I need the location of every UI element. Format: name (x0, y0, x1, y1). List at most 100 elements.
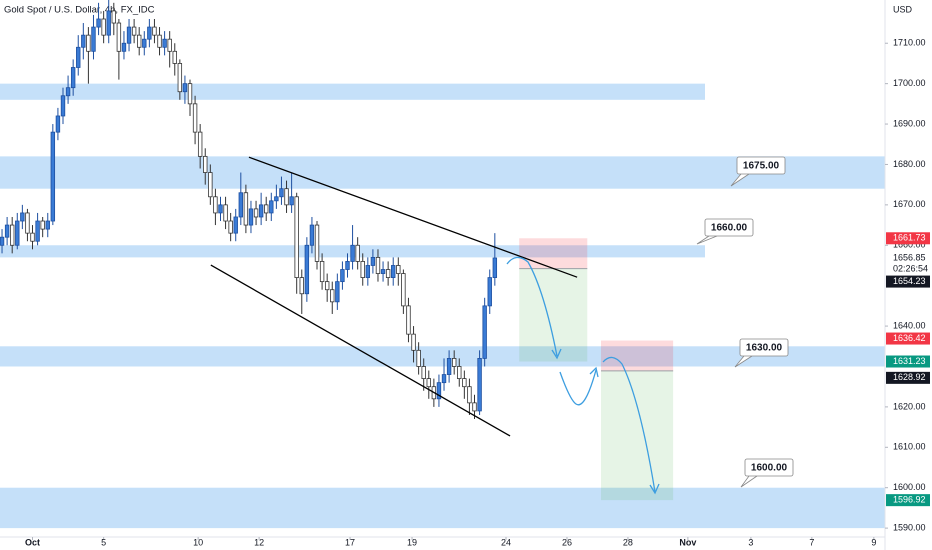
callout-label: 1630.00 (746, 343, 783, 354)
candle-body (457, 366, 462, 380)
candle-body (70, 67, 76, 89)
stop-zone (519, 238, 588, 269)
x-tick-label: 12 (254, 537, 264, 547)
y-tick-label: 1710.00 (893, 38, 926, 48)
candle-body (274, 196, 279, 202)
candle-body (335, 281, 340, 303)
projection-arrows (506, 256, 660, 495)
arrow-head (649, 483, 660, 495)
y-tick-label: 1600.00 (893, 482, 926, 492)
candle-body (81, 34, 86, 48)
candle-body (472, 402, 477, 412)
price-badge (886, 355, 930, 368)
candle-body (86, 34, 91, 52)
x-tick-label: 26 (562, 537, 572, 547)
callout-label: 1600.00 (751, 463, 788, 474)
candle-body (340, 269, 345, 283)
candle-body (65, 87, 71, 97)
candle-body (9, 224, 15, 246)
candle-body (396, 265, 401, 274)
candle-body (391, 265, 396, 278)
candle-body (451, 358, 457, 367)
candle-body (233, 216, 238, 234)
candle-body (15, 220, 20, 246)
candle-body (385, 269, 391, 278)
currency-label: USD (893, 4, 913, 14)
candle-body (0, 236, 5, 246)
callout-box (739, 338, 789, 357)
candle-body (370, 256, 376, 266)
candle-body (147, 26, 152, 40)
x-tick-label: 3 (748, 537, 753, 547)
x-tick-label: 10 (193, 537, 203, 547)
candle-body (264, 204, 269, 214)
candle-body (330, 289, 335, 303)
candle-body (131, 26, 137, 36)
candle-body (55, 115, 61, 133)
candle-body (20, 212, 25, 222)
candle-body (96, 18, 101, 28)
callout-box (736, 156, 786, 175)
candle-body (76, 46, 81, 68)
trend-line (248, 156, 578, 278)
callout-tail (740, 475, 758, 488)
candle-body (253, 208, 259, 218)
candle-body (421, 366, 426, 380)
candle-body (365, 265, 371, 278)
callout-tail (696, 235, 718, 245)
price-badge-label: 1661.73 (893, 233, 926, 243)
price-badge (886, 275, 930, 288)
candle-body (238, 192, 244, 218)
price-badge-label: 1636.42 (893, 333, 926, 343)
candle-body (35, 220, 40, 242)
candle-body (441, 374, 447, 384)
y-tick-label: 1700.00 (893, 78, 926, 88)
candle-body (289, 196, 294, 206)
candle-body (243, 192, 249, 226)
candle-body (446, 358, 452, 375)
candle-body (324, 281, 330, 291)
candle-body (60, 95, 66, 117)
candle-body (304, 244, 310, 295)
candle-body (462, 378, 467, 388)
price-badge (886, 332, 930, 345)
candle-body (426, 378, 431, 388)
candle-body (30, 232, 35, 242)
candle-body (279, 188, 284, 198)
y-tick-label: 1680.00 (893, 159, 926, 169)
candle-body (380, 269, 386, 274)
candle-body (142, 38, 147, 48)
candle-body (137, 34, 142, 48)
y-tick-label: 1610.00 (893, 442, 926, 452)
arrow-head (551, 348, 562, 360)
candle-body (350, 244, 355, 262)
candle-body (192, 103, 198, 133)
y-tick-label: 1640.00 (893, 320, 926, 330)
candle-body (411, 333, 416, 351)
candle-body (126, 26, 132, 44)
y-tick-label: 1620.00 (893, 401, 926, 411)
candle-body (492, 257, 498, 278)
callout-box (704, 218, 754, 237)
candle-body (111, 10, 117, 24)
countdown-label: 02:26:54 (893, 263, 928, 273)
candle-body (197, 131, 203, 157)
x-tick-label: 28 (623, 537, 633, 547)
price-badge-label: 1631.23 (893, 356, 926, 366)
candle-body (319, 261, 325, 283)
y-tick-label: 1690.00 (893, 118, 926, 128)
y-tick-label: 1590.00 (893, 522, 926, 532)
candle-body (477, 358, 482, 412)
candle-body (375, 256, 381, 274)
candle-body (4, 224, 10, 238)
candle-body (355, 244, 360, 262)
support-resistance-zone (0, 346, 885, 367)
candle-body (416, 349, 421, 367)
arrow-head (589, 366, 599, 378)
candle-body (167, 38, 172, 52)
support-resistance-zone (0, 83, 705, 100)
candle-body (309, 224, 315, 246)
candle-body (218, 204, 223, 214)
y-tick-label: 1660.00 (893, 240, 926, 250)
x-tick-label: Nov (679, 537, 696, 547)
